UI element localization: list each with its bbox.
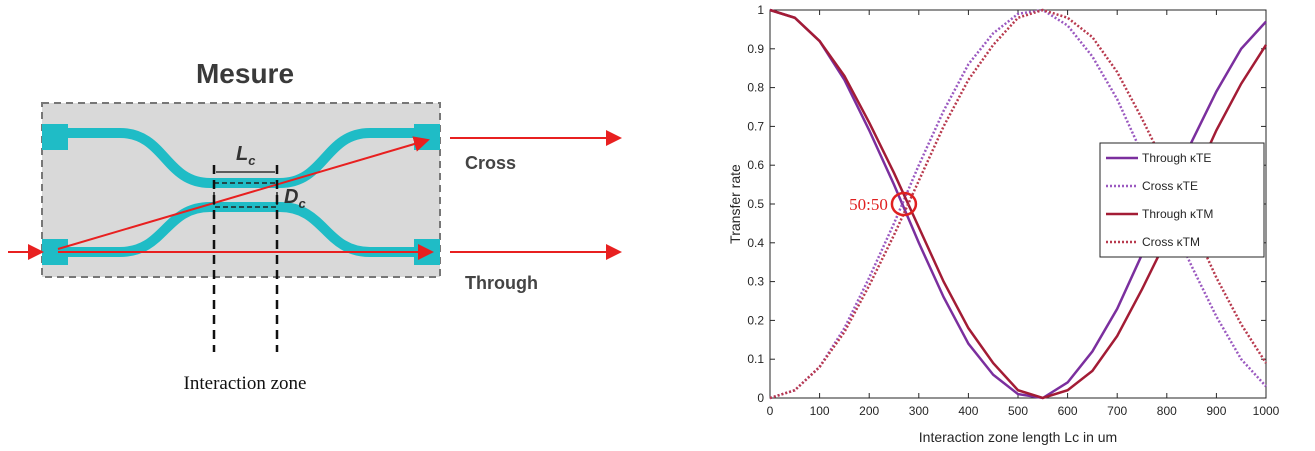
y-tick-label: 0.1 <box>747 352 764 366</box>
y-tick-label: 0.9 <box>747 42 764 56</box>
legend-label: Cross κTE <box>1142 179 1198 193</box>
gap-sub: c <box>298 196 306 211</box>
x-tick-label: 300 <box>909 404 929 418</box>
x-tick-label: 0 <box>767 404 774 418</box>
legend-label: Cross κTM <box>1142 235 1200 249</box>
y-tick-label: 0.6 <box>747 158 764 172</box>
cross-label: Cross <box>465 153 516 173</box>
x-tick-label: 500 <box>1008 404 1028 418</box>
x-tick-label: 200 <box>859 404 879 418</box>
x-tick-label: 800 <box>1157 404 1177 418</box>
length-main: L <box>236 143 248 165</box>
diagram-title: Mesure <box>196 58 294 89</box>
y-axis-label: Transfer rate <box>727 164 743 244</box>
legend-label: Through κTE <box>1142 151 1211 165</box>
gap-main: D <box>284 186 298 208</box>
x-tick-label: 600 <box>1058 404 1078 418</box>
length-sub: c <box>248 153 256 168</box>
x-tick-label: 900 <box>1206 404 1226 418</box>
pad <box>414 124 440 150</box>
x-axis-label: Interaction zone length Lc in um <box>919 429 1117 445</box>
y-tick-label: 0.2 <box>747 313 764 327</box>
through-label: Through <box>465 273 538 293</box>
y-tick-label: 0.3 <box>747 275 764 289</box>
figure: Mesure Lc Dc Cross Through Interaction z… <box>0 0 1315 451</box>
zone-label: Interaction zone <box>184 373 307 394</box>
y-tick-label: 0.8 <box>747 81 764 95</box>
x-tick-label: 400 <box>958 404 978 418</box>
y-tick-label: 0.7 <box>747 119 764 133</box>
y-tick-label: 0.5 <box>747 197 764 211</box>
x-tick-label: 700 <box>1107 404 1127 418</box>
x-tick-label: 100 <box>810 404 830 418</box>
x-tick-label: 1000 <box>1253 404 1280 418</box>
pad <box>42 124 68 150</box>
y-tick-label: 1 <box>757 3 764 17</box>
y-tick-label: 0 <box>757 391 764 405</box>
y-tick-label: 0.4 <box>747 236 764 250</box>
chart: 0 100 200 300 400 500 600 700 800 900 1000 0 0.1 0.2 0… <box>727 3 1280 445</box>
annotation-text: 50:50 <box>849 195 888 214</box>
legend-label: Through κTM <box>1142 207 1213 221</box>
coupler-diagram: Mesure Lc Dc Cross Through Interaction z… <box>8 58 620 394</box>
